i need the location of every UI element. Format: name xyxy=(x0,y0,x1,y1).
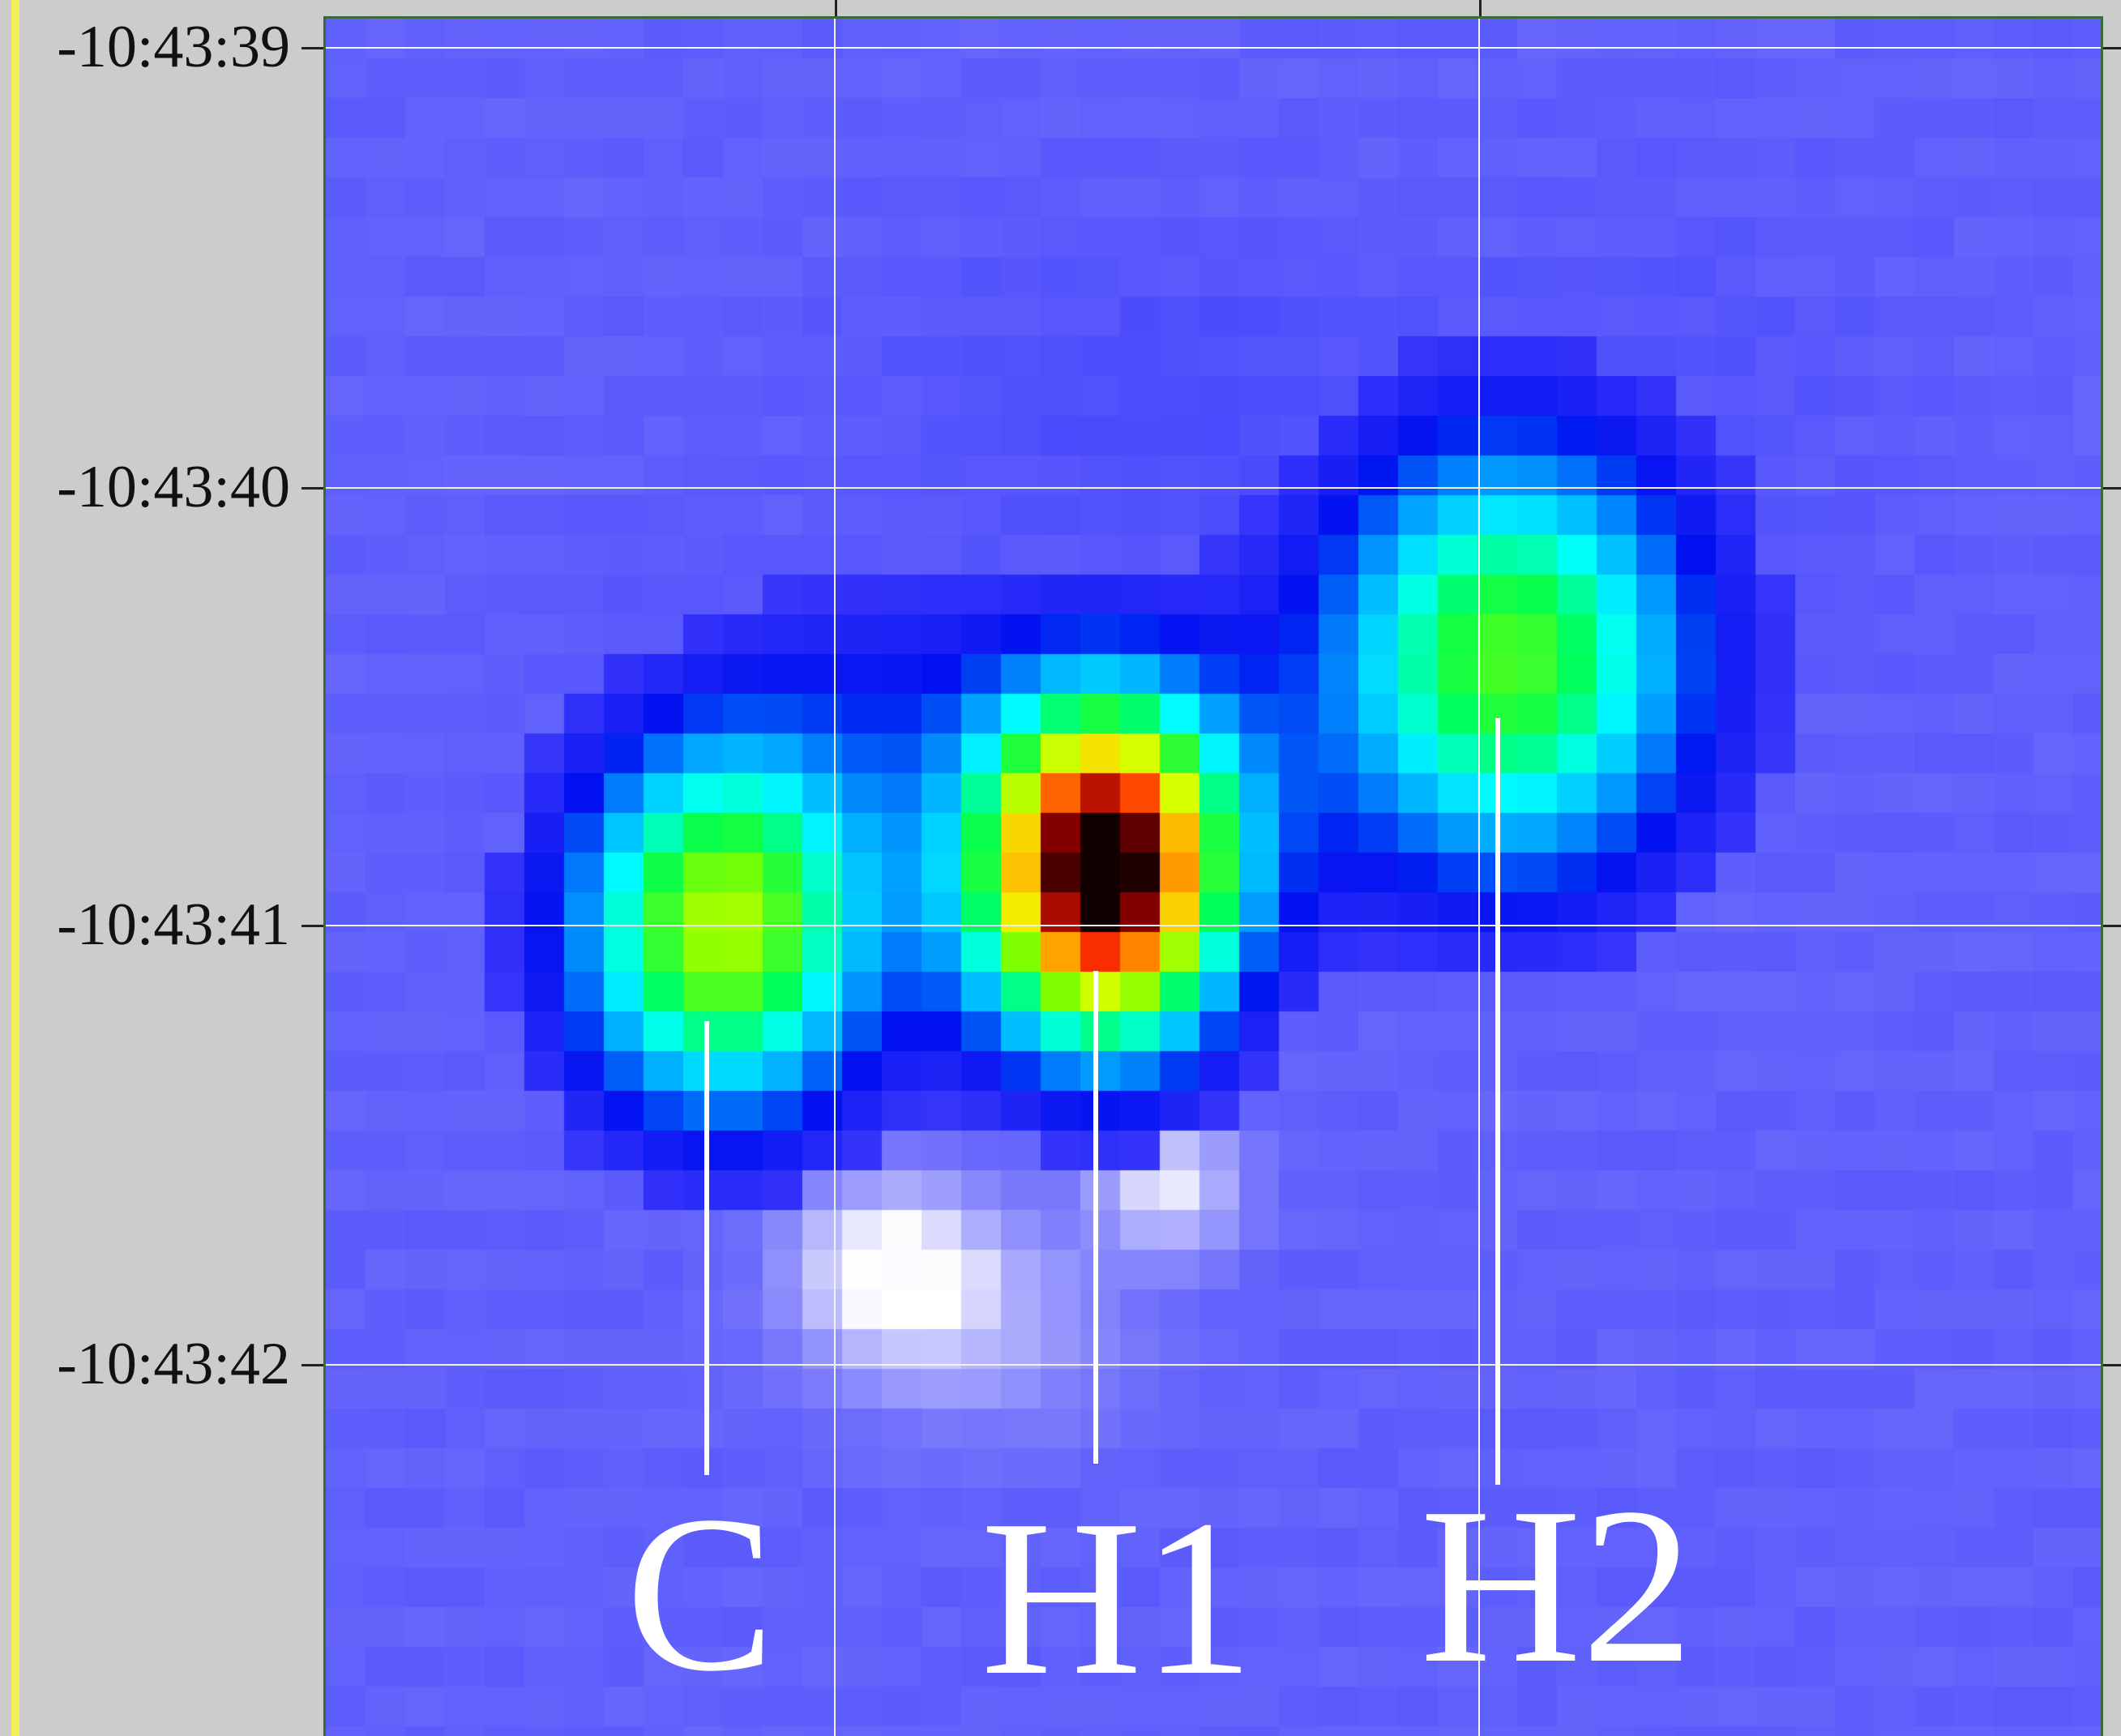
grid-line-h-2 xyxy=(326,487,2101,489)
y-tick-mark-1 xyxy=(301,47,326,49)
grid-line-h-1 xyxy=(326,47,2101,49)
source-label-h1: H1 xyxy=(981,1473,1255,1721)
y-tick-mark-3 xyxy=(301,925,326,927)
source-label-h2: H2 xyxy=(1420,1461,1694,1709)
yellow-border-strip xyxy=(11,0,19,1736)
x-tick-mark-1 xyxy=(835,0,837,16)
right-tick-mark-1 xyxy=(2101,47,2121,49)
pointer-line-h2 xyxy=(1495,718,1500,1485)
y-tick-label-4: -10:43:42 xyxy=(57,1331,290,1397)
pointer-line-h1 xyxy=(1093,971,1098,1464)
y-tick-label-1: -10:43:39 xyxy=(57,14,290,80)
y-tick-mark-4 xyxy=(301,1364,326,1366)
source-label-c: C xyxy=(626,1469,776,1717)
grid-line-v-2 xyxy=(1478,19,1480,1736)
grid-line-h-4 xyxy=(326,1364,2101,1366)
heatmap-canvas xyxy=(326,19,2101,1736)
grid-line-h-3 xyxy=(326,925,2101,926)
grid-line-v-1 xyxy=(834,19,836,1736)
right-tick-mark-4 xyxy=(2101,1364,2121,1366)
x-tick-mark-2 xyxy=(1479,0,1482,16)
y-tick-label-2: -10:43:40 xyxy=(57,454,290,520)
right-tick-mark-2 xyxy=(2101,487,2121,490)
y-tick-mark-2 xyxy=(301,487,326,490)
intensity-map: C H1 H2 xyxy=(323,16,2103,1736)
right-tick-mark-3 xyxy=(2101,925,2121,927)
pointer-line-c xyxy=(704,1021,709,1475)
y-tick-label-3: -10:43:41 xyxy=(57,892,290,958)
